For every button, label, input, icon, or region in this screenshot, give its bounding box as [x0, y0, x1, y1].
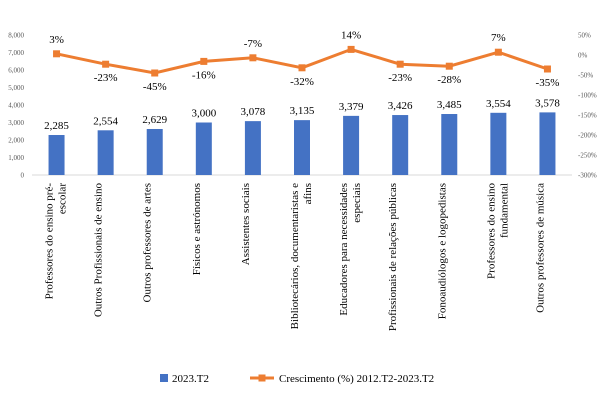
line-data-label: -23% [94, 72, 118, 84]
category-label: Outros professores de artes [142, 183, 154, 302]
bar-series: 2,285 2,554 2,629 3,000 3,078 3,135 3,379 3,426… [44, 97, 560, 175]
category-label-line: Professores do ensino [485, 183, 497, 279]
line-point [445, 62, 453, 70]
left-tick-label: 4,000 [8, 102, 24, 110]
bar [441, 114, 458, 175]
legend-bar-swatch [160, 374, 168, 382]
category-label: Professores do ensinofundamental [485, 183, 510, 279]
category-label: Fonoaudiólogos e logopedistas [436, 183, 448, 319]
line-data-label: 3% [49, 34, 64, 46]
line-data-label: -23% [388, 72, 412, 84]
line-data-label: 14% [341, 29, 361, 41]
category-label-line: Físicos e astrónomos [191, 183, 203, 275]
legend-bar-label: 2023.T2 [172, 373, 209, 385]
line-point [200, 57, 208, 65]
category-label: Professores do ensino pré-escolar [44, 183, 69, 300]
bar-data-label: 3,000 [191, 108, 216, 120]
right-tick-label: -100% [578, 92, 597, 100]
category-label-line: Outros Profissionais de ensino [93, 183, 105, 318]
category-label-line: Fonoaudiólogos e logopedistas [436, 183, 448, 319]
left-tick-label: 7,000 [8, 49, 24, 57]
line-point [396, 60, 404, 68]
bar-data-label: 2,285 [44, 120, 69, 132]
right-tick-label: 50% [578, 32, 591, 40]
left-tick-label: 3,000 [8, 119, 24, 127]
line-data-label: -16% [192, 69, 216, 81]
bar [195, 122, 212, 175]
bar [244, 121, 261, 175]
category-label: Outros professores de música [534, 183, 546, 313]
right-tick-label: -250% [578, 152, 597, 160]
left-tick-label: 5,000 [8, 84, 24, 92]
bar-data-label: 3,426 [388, 100, 413, 112]
line-point [543, 65, 551, 73]
bar [294, 120, 310, 175]
left-tick-label: 1,000 [8, 154, 24, 162]
category-label: Físicos e astrónomos [191, 183, 203, 275]
bar-data-label: 3,578 [535, 97, 560, 109]
category-labels: Professores do ensino pré-escolar Outros … [44, 183, 547, 332]
category-label-line: Outros professores de música [534, 183, 546, 313]
bar-data-label: 2,629 [142, 114, 167, 126]
bar-data-label: 2,554 [93, 115, 118, 127]
right-tick-label: -200% [578, 132, 597, 140]
bar [97, 130, 114, 175]
left-tick-label: 2,000 [8, 137, 24, 145]
bar-data-label: 3,379 [339, 101, 364, 113]
line-data-label: -32% [290, 76, 314, 88]
category-label: Outros Profissionais de ensino [93, 183, 105, 318]
category-label-line: afins [302, 183, 314, 204]
bar-data-label: 3,078 [241, 106, 266, 118]
line-data-label: 7% [491, 32, 506, 44]
category-label-line: Outros professores de artes [142, 183, 154, 302]
bar-data-label: 3,554 [486, 98, 511, 110]
bar [490, 112, 507, 175]
line-point [151, 69, 159, 77]
legend: 2023.T2 Crescimento (%) 2012.T2-2023.T2 [160, 373, 434, 385]
category-label: Profissionais de relações públicas [387, 183, 399, 331]
line-data-label: -28% [437, 74, 461, 86]
category-label-line: fundamental [498, 183, 510, 238]
line-point [347, 45, 355, 53]
category-label: Educadores para necessidadesespeciais [338, 183, 363, 316]
legend-line-label: Crescimento (%) 2012.T2-2023.T2 [279, 373, 434, 385]
line-point [249, 54, 257, 62]
category-label-line: Educadores para necessidades [338, 183, 350, 316]
right-y-axis: -300% -250% -200% -150% -100% -50% 0% 50% [578, 32, 597, 180]
line-series: 3% -23% -45% -16% -7% -32% 14% -23% -28% 7% -35% [49, 29, 559, 93]
line-point [298, 64, 306, 72]
bar [146, 128, 163, 175]
right-tick-label: -150% [578, 112, 597, 120]
category-label-line: Assistentes sociais [240, 183, 252, 265]
bar [392, 115, 409, 175]
bar-data-label: 3,135 [290, 105, 315, 117]
line-point [494, 48, 502, 56]
right-tick-label: -300% [578, 172, 597, 180]
line-point [102, 60, 110, 68]
line-data-label: -7% [244, 38, 262, 50]
line-data-label: -35% [536, 77, 560, 89]
bar-data-label: 3,485 [437, 99, 462, 111]
bar [343, 115, 360, 175]
category-label-line: Bibliotecários, documentaristas e [289, 183, 301, 329]
line-data-label: -45% [143, 81, 167, 93]
left-tick-label: 0 [21, 172, 25, 180]
bar [48, 135, 65, 175]
right-tick-label: 0% [578, 52, 588, 60]
category-label-line: Professores do ensino pré- [44, 183, 56, 300]
legend-line-marker [258, 374, 266, 382]
line-point [53, 50, 61, 58]
left-tick-label: 6,000 [8, 67, 24, 75]
bar [539, 112, 556, 175]
category-label-line: especiais [351, 183, 363, 223]
category-label-line: escolar [57, 183, 69, 214]
category-label-line: Profissionais de relações públicas [387, 183, 399, 331]
category-label: Bibliotecários, documentaristas eafins [289, 183, 314, 329]
category-label: Assistentes sociais [240, 183, 252, 265]
right-tick-label: -50% [578, 72, 593, 80]
left-tick-label: 8,000 [8, 32, 24, 40]
